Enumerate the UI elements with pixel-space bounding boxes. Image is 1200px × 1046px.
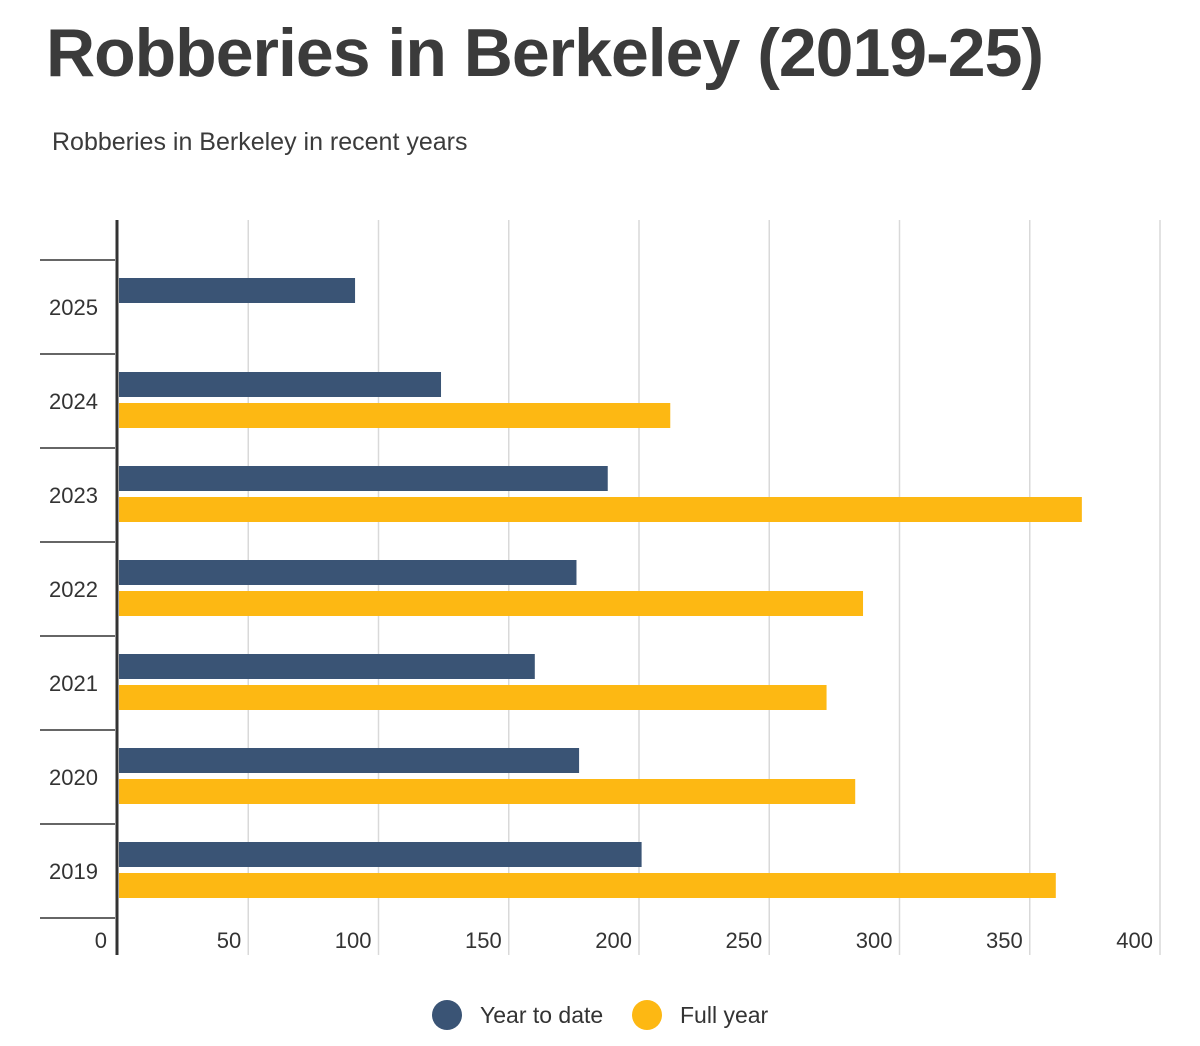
bar-year-to-date — [119, 560, 577, 585]
y-category-label: 2021 — [49, 671, 98, 696]
x-tick-label: 100 — [335, 928, 372, 953]
x-tick-label: 250 — [726, 928, 763, 953]
chart-title: Robberies in Berkeley (2019-25) — [46, 15, 1044, 91]
bar-full-year — [119, 873, 1056, 898]
legend-item-year-to-date: Year to date — [432, 1000, 603, 1030]
x-tick-label: 0 — [95, 928, 107, 953]
y-category-label: 2025 — [49, 295, 98, 320]
bar-full-year — [119, 685, 827, 710]
x-tick-label: 150 — [465, 928, 502, 953]
bar-chart: 0 50 100 150 200 250 300 350 400 2025 2024 2023 2022… — [40, 220, 1161, 955]
bar-full-year — [119, 591, 864, 616]
bar-year-to-date — [119, 748, 580, 773]
legend-swatch-full-year — [632, 1000, 662, 1030]
bar-year-to-date — [119, 842, 642, 867]
bar-year-to-date — [119, 278, 356, 303]
y-category-label: 2024 — [49, 389, 98, 414]
bar-year-to-date — [119, 372, 442, 397]
y-category-label: 2020 — [49, 765, 98, 790]
y-category-label: 2023 — [49, 483, 98, 508]
legend-swatch-year-to-date — [432, 1000, 462, 1030]
legend: Year to date Full year — [0, 1000, 1200, 1040]
legend-item-full-year: Full year — [632, 1000, 768, 1030]
x-tick-label: 300 — [856, 928, 893, 953]
x-tick-label: 50 — [217, 928, 241, 953]
bar-full-year — [119, 497, 1082, 522]
category-separators — [40, 259, 115, 919]
bars — [119, 278, 1082, 898]
x-tick-label: 400 — [1116, 928, 1153, 953]
y-category-label: 2022 — [49, 577, 98, 602]
legend-label-full-year: Full year — [680, 1001, 769, 1028]
y-category-label: 2019 — [49, 859, 98, 884]
chart-subtitle: Robberies in Berkeley in recent years — [52, 128, 468, 156]
legend-label-year-to-date: Year to date — [480, 1001, 604, 1028]
gridlines — [247, 220, 1161, 955]
x-tick-label: 350 — [986, 928, 1023, 953]
bar-year-to-date — [119, 654, 535, 679]
axis-labels: 0 50 100 150 200 250 300 350 400 2025 2024 2023 2022… — [49, 295, 1153, 953]
bar-full-year — [119, 403, 671, 428]
bar-year-to-date — [119, 466, 608, 491]
x-tick-label: 200 — [595, 928, 632, 953]
bar-full-year — [119, 779, 856, 804]
